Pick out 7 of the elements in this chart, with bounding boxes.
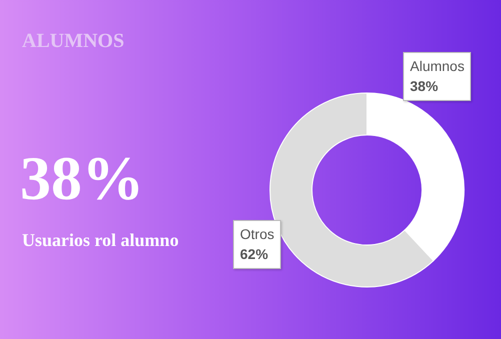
data-label: 62%: [240, 244, 270, 264]
text: 38%: [20, 145, 144, 213]
text: ALUMNOS: [22, 30, 124, 53]
text: Usuarios rol alumno: [22, 230, 179, 251]
data-label: 38%: [410, 76, 440, 96]
slice-label: Otros: [240, 226, 274, 242]
slice-label: Alumnos: [410, 58, 464, 74]
